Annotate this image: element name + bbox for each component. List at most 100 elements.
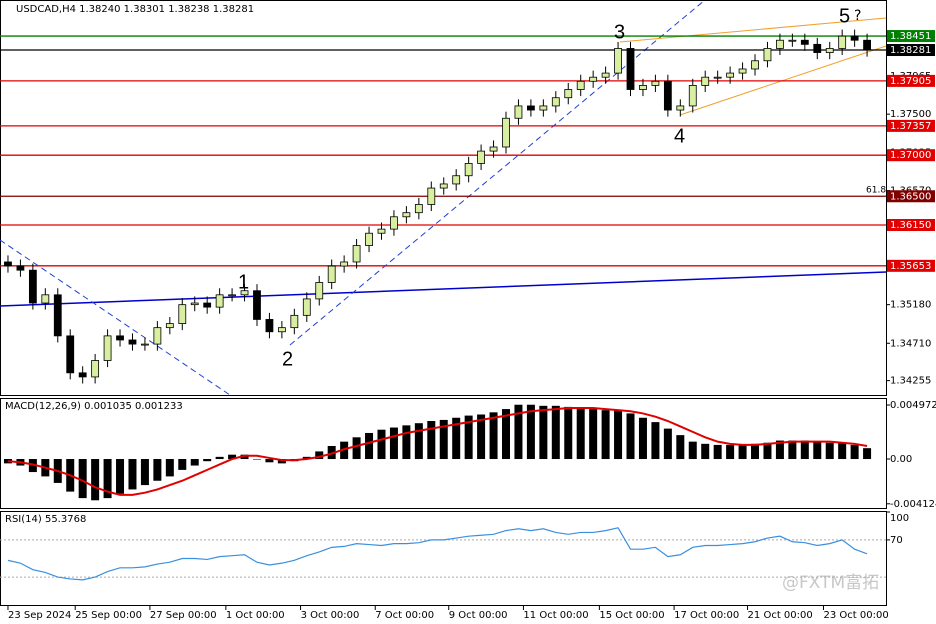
macd-bar [28, 459, 37, 473]
macd-bar [165, 459, 174, 477]
macd-bar [377, 429, 386, 460]
macd-bar [452, 417, 461, 460]
candle-body [776, 39, 784, 49]
level-label-box [887, 74, 935, 87]
y-tick-label: 1.37500 [890, 109, 931, 120]
wave-label: 2 [282, 348, 293, 370]
candle-body [352, 245, 361, 263]
x-tick-label: 11 Oct 00:00 [523, 610, 588, 621]
candle-body [141, 343, 149, 346]
macd-bar [203, 459, 212, 462]
macd-bar [352, 437, 361, 460]
level-label: 1.38281 [890, 45, 931, 56]
y-tick-label: 70 [890, 535, 903, 546]
macd-bar [539, 405, 548, 460]
macd-bar [265, 459, 274, 463]
x-tick-label: 15 Oct 00:00 [599, 610, 664, 621]
candle-body [601, 72, 610, 78]
wave-label: 4 [674, 125, 685, 147]
candle-body [639, 85, 647, 90]
candle-body [813, 43, 822, 53]
candle-body [203, 302, 212, 308]
macd-bar [688, 441, 697, 460]
candle-body [4, 261, 12, 267]
level-label-box [887, 219, 935, 232]
x-tick-label: 23 Sep 2024 [8, 610, 71, 621]
macd-bar [863, 448, 872, 460]
macd-bar [825, 442, 834, 460]
level-label: 1.36150 [890, 220, 931, 231]
fib-label: 61.8 [866, 186, 886, 196]
x-tick-label: 21 Oct 00:00 [748, 610, 813, 621]
macd-bar [813, 441, 822, 460]
candle-body [688, 85, 697, 107]
macd-bar [427, 421, 436, 460]
candle-body [726, 72, 735, 78]
macd-bar [252, 459, 261, 460]
macd-bar [489, 412, 498, 460]
macd-bar [626, 413, 635, 460]
candle-body [539, 105, 548, 111]
macd-bar [850, 444, 859, 460]
macd-bar [751, 443, 760, 460]
macd-bar [763, 442, 772, 460]
candle-body [365, 232, 373, 246]
macd-bar [153, 459, 162, 481]
candle-body [651, 80, 660, 86]
x-tick-label: 3 Oct 00:00 [301, 610, 360, 621]
candle-body [116, 335, 124, 341]
macd-bar [502, 409, 511, 460]
candle-body [564, 89, 573, 99]
candle-body [663, 80, 672, 111]
macd-bar [215, 456, 224, 460]
candle-body [78, 372, 87, 378]
candle-body [16, 265, 25, 271]
candle-body [290, 314, 299, 329]
macd-bar [514, 404, 523, 460]
level-label-box [887, 149, 935, 162]
candle-body [390, 216, 398, 230]
macd-bar [676, 435, 685, 460]
macd-bar [663, 428, 672, 460]
level-label: 1.38451 [890, 31, 931, 42]
candle-body [414, 204, 423, 214]
y-tick-label: 0.00 [890, 454, 912, 465]
x-tick-label: 27 Sep 00:00 [150, 610, 217, 621]
wave-label: 3 [614, 21, 625, 43]
macd-bar [464, 415, 473, 460]
y-tick-label: 100 [890, 513, 909, 524]
macd-bar [302, 456, 311, 460]
y-tick-label: 1.34710 [890, 338, 931, 349]
candle-body [315, 282, 324, 300]
candle-body [340, 261, 349, 267]
candle-body [377, 228, 386, 234]
macd-bar [277, 459, 286, 464]
x-tick-label: 17 Oct 00:00 [674, 610, 739, 621]
candle-body [265, 319, 274, 333]
candle-body [751, 60, 759, 70]
candle-body [302, 298, 311, 316]
level-label-box [887, 259, 935, 272]
candle-body [452, 175, 461, 185]
macd-bar [638, 417, 647, 460]
wave-label: 1 [238, 271, 249, 293]
trendline [0, 271, 887, 307]
candle-body [576, 80, 585, 90]
x-tick-label: 23 Oct 00:00 [823, 610, 888, 621]
wave-label: 5 [839, 5, 850, 27]
candle-body [228, 294, 236, 297]
x-tick-label: 7 Oct 00:00 [375, 610, 434, 621]
macd-bar [140, 459, 149, 486]
candle-body [676, 105, 685, 111]
candle-body [551, 97, 560, 107]
panel-title: RSI(14) 55.3768 [5, 514, 86, 525]
panel-title: MACD(12,26,9) 0.001035 0.001233 [5, 401, 183, 412]
candle-body [527, 105, 535, 111]
macd-bar [178, 459, 187, 470]
candle-body [277, 327, 286, 333]
candle-body [850, 35, 859, 41]
candle-body [215, 294, 224, 308]
candle-body [614, 48, 622, 74]
x-tick-label: 25 Sep 00:00 [75, 610, 142, 621]
